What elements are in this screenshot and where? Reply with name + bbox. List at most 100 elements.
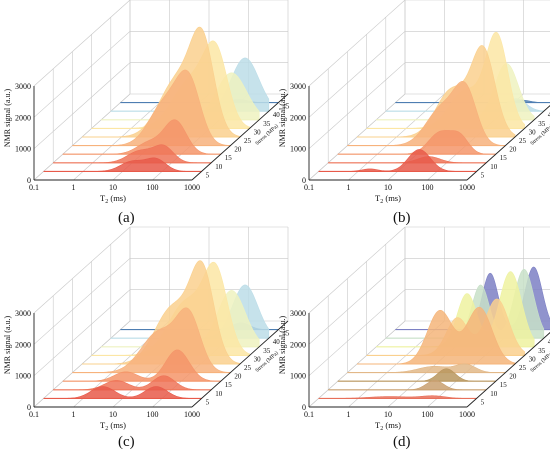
series-area-5 — [318, 149, 477, 172]
series-area-15 — [62, 349, 222, 382]
x-tick-label-1000: 1000 — [184, 183, 200, 192]
y-axis-label: NMR signal (a.u.) — [278, 89, 287, 148]
x-tick-label-0.1: 0.1 — [29, 410, 39, 419]
y-tick-label-0: 0 — [27, 403, 31, 412]
panel-label-b: (b) — [393, 210, 411, 226]
x-tick-label-1: 1 — [72, 410, 76, 419]
z-axis-line — [466, 105, 550, 181]
z-tick-label-10: 10 — [215, 390, 223, 398]
axes: 0.1 1 10 100 1000010002000300051015202530354… — [278, 309, 550, 432]
series-area-10 — [53, 144, 212, 164]
z-tick-label-10: 10 — [490, 163, 498, 171]
chart-panel-c: 0.1 1 10 100 1000 0 1000 2000 3000 5 10 15 20 25 30 35 4… — [0, 226, 290, 432]
series-area-20 — [347, 81, 506, 146]
z-axis-line — [191, 320, 289, 408]
leftwall-gridline-3 — [308, 226, 406, 314]
x-axis-label: T2 (ms) — [100, 193, 126, 205]
leftwall-gridline-1 — [308, 62, 406, 149]
x-tick-label-1: 1 — [347, 183, 351, 192]
leftwall-gridline-3 — [33, 226, 131, 314]
x-tick-label-0.1: 0.1 — [304, 183, 314, 192]
series-area-15 — [337, 368, 496, 382]
chart-d-svg: 0.1 1 10 100 1000010002000300051015202530354… — [278, 226, 550, 432]
series-group — [318, 266, 550, 399]
x-tick-label-1: 1 — [347, 410, 351, 419]
z-tick-label-30: 30 — [254, 128, 262, 136]
x-tick-label-100: 100 — [147, 183, 159, 192]
z-tick-label-25: 25 — [244, 364, 252, 372]
x-tick-label-1: 1 — [72, 183, 76, 192]
z-tick-label-20: 20 — [234, 373, 242, 381]
leftwall-gridline-2 — [33, 258, 131, 345]
z-tick-label-5: 5 — [481, 398, 485, 406]
z-tick-label-25: 25 — [519, 137, 527, 145]
y-tick-label-1000: 1000 — [290, 145, 306, 154]
x-tick-label-10: 10 — [109, 410, 117, 419]
chart-a-svg: 0.1 1 10 100 1000010002000300051015202530354… — [3, 0, 290, 205]
z-tick-label-20: 20 — [234, 146, 242, 154]
z-tick-label-20: 20 — [509, 373, 517, 381]
series-area-5 — [43, 386, 202, 399]
series-area-10 — [328, 380, 487, 391]
axes: 0.1 1 10 100 1000010002000300051015202530354… — [278, 82, 550, 205]
x-tick-label-1000: 1000 — [459, 410, 475, 419]
z-tick-label-35: 35 — [538, 347, 546, 355]
series-area-20 — [347, 363, 506, 373]
y-tick-label-2000: 2000 — [290, 340, 306, 349]
x-axis-label: T2 (ms) — [375, 193, 401, 205]
z-tick-label-15: 15 — [225, 381, 233, 389]
x-tick-label-100: 100 — [422, 183, 434, 192]
y-tick-label-2000: 2000 — [15, 113, 31, 122]
leftwall-gridline-3 — [33, 0, 131, 87]
z-tick-label-15: 15 — [500, 154, 508, 162]
series-area-5 — [318, 395, 477, 399]
z-tick-label-40: 40 — [548, 111, 550, 119]
series-area-10 — [53, 375, 212, 391]
axes: 0.1 1 10 100 1000010002000300051015202530354… — [3, 309, 290, 432]
z-tick-label-10: 10 — [490, 390, 498, 398]
leftwall-gridline-1 — [33, 289, 131, 376]
z-tick-label-25: 25 — [519, 364, 527, 372]
z-tick-label-10: 10 — [215, 163, 223, 171]
x-tick-label-10: 10 — [109, 183, 117, 192]
z-tick-label-30: 30 — [529, 355, 537, 363]
y-tick-label-1000: 1000 — [290, 372, 306, 381]
leftwall-gridline-1 — [33, 62, 131, 149]
y-tick-label-3000: 3000 — [290, 82, 306, 91]
panel-label-a: (a) — [118, 210, 135, 226]
leftwall-gridline-3 — [308, 0, 406, 87]
x-tick-label-100: 100 — [422, 410, 434, 419]
leftwall-gridline-2 — [308, 258, 406, 345]
series-area-5 — [43, 157, 202, 172]
z-tick-label-40: 40 — [273, 338, 281, 346]
z-tick-label-5: 5 — [206, 398, 210, 406]
z-tick-label-15: 15 — [225, 154, 233, 162]
z-tick-label-20: 20 — [509, 146, 517, 154]
x-tick-label-1000: 1000 — [459, 183, 475, 192]
y-tick-label-0: 0 — [27, 176, 31, 185]
z-tick-label-35: 35 — [263, 347, 271, 355]
y-tick-label-0: 0 — [302, 176, 306, 185]
y-tick-label-2000: 2000 — [15, 340, 31, 349]
chart-panel-d: 0.1 1 10 100 1000 0 1000 2000 3000 5 10 15 20 25 30 35 4… — [275, 226, 550, 432]
series-group — [318, 31, 550, 172]
y-tick-label-3000: 3000 — [15, 82, 31, 91]
z-tick-label-35: 35 — [538, 120, 546, 128]
x-tick-label-0.1: 0.1 — [304, 410, 314, 419]
panel-label-c: (c) — [118, 434, 135, 450]
series-group — [43, 26, 279, 172]
y-axis-label: NMR signal (a.u.) — [278, 316, 287, 375]
z-tick-label-5: 5 — [481, 171, 485, 179]
y-tick-label-0: 0 — [302, 403, 306, 412]
z-tick-label-35: 35 — [263, 120, 271, 128]
x-tick-label-100: 100 — [147, 410, 159, 419]
series-area-20 — [72, 307, 231, 373]
x-tick-label-10: 10 — [384, 183, 392, 192]
panel-label-d: (d) — [393, 434, 411, 450]
z-axis-line — [466, 332, 550, 408]
series-area-25 — [357, 306, 516, 365]
x-axis-label: T2 (ms) — [100, 420, 126, 432]
chart-b-svg: 0.1 1 10 100 1000010002000300051015202530354… — [278, 0, 550, 205]
x-tick-label-1000: 1000 — [184, 410, 200, 419]
y-tick-label-3000: 3000 — [290, 309, 306, 318]
